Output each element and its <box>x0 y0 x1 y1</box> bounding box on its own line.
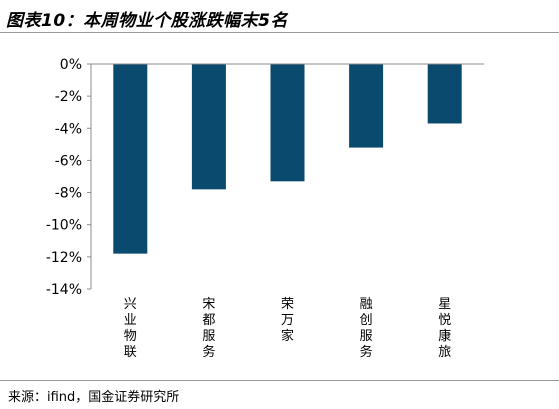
x-tick-label: 荣万家 <box>281 297 294 344</box>
source-note: 来源：ifind，国金证券研究所 <box>8 390 180 405</box>
y-tick-label: -10% <box>46 218 82 234</box>
chart-area: 0% -2% -4% -6% -8% -10% -12% -14% 兴业物联 宋都服务 荣万家 融创服… <box>0 33 559 378</box>
title-divider <box>0 32 559 33</box>
chart-header: 图表10：本周物业个股涨跌幅末5名 <box>0 0 559 33</box>
y-tick-label: -2% <box>55 89 82 105</box>
y-tick-label: -8% <box>55 186 82 202</box>
x-tick-label: 星悦康旅 <box>438 297 451 360</box>
y-tick-label: -4% <box>55 121 82 137</box>
y-tick-label: -12% <box>46 250 82 266</box>
bar <box>349 64 384 148</box>
x-tick-label: 兴业物联 <box>124 297 137 360</box>
x-tick-label: 融创服务 <box>360 297 373 360</box>
x-tick-label: 宋都服务 <box>202 297 215 360</box>
bar-chart: 0% -2% -4% -6% -8% -10% -12% -14% 兴业物联 宋都服务 荣万家 融创服… <box>46 57 484 360</box>
bar <box>191 64 226 190</box>
chart-title: 图表10：本周物业个股涨跌幅末5名 <box>6 11 288 31</box>
y-tick-label: -6% <box>55 153 82 169</box>
bar <box>113 64 148 254</box>
bar <box>427 64 462 124</box>
y-tick-label: -14% <box>46 282 82 298</box>
source-divider <box>0 380 559 381</box>
bar <box>270 64 305 182</box>
y-tick-label: 0% <box>60 57 82 73</box>
